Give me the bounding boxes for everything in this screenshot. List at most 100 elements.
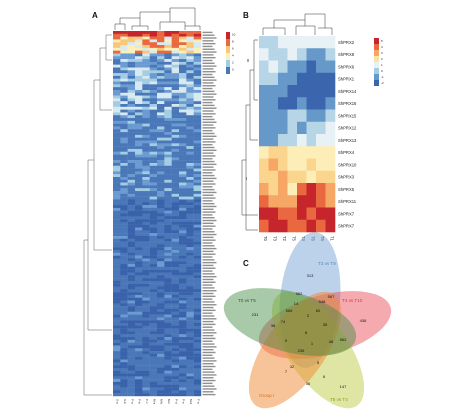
heatmap-a-cell: [120, 390, 128, 394]
heatmap-a-cell: [113, 182, 121, 186]
heatmap-a-cell: [142, 323, 150, 327]
heatmap-a-cell: [142, 196, 150, 200]
heatmap-a-gene-label-mark: [202, 360, 217, 362]
heatmap-a-gene-label-mark: [202, 121, 217, 123]
heatmap-a-cell: [171, 179, 180, 183]
heatmap-a-gene-label-mark: [202, 71, 216, 73]
heatmap-a-cell: [186, 75, 194, 79]
heatmap-a-gene-label-mark: [202, 275, 217, 278]
heatmap-a-cell: [171, 370, 180, 374]
heatmap-a-cell: [127, 47, 136, 51]
heatmap-a-cell: [113, 221, 121, 225]
heatmap-a-cell: [120, 289, 128, 293]
heatmap-a-cell: [142, 224, 150, 228]
heatmap-a-cell: [186, 387, 194, 391]
heatmap-a-cell: [171, 297, 180, 301]
heatmap-a-cell: [179, 36, 187, 40]
heatmap-b-cell: [306, 195, 317, 208]
heatmap-b-cell: [325, 36, 336, 49]
heatmap-a-cell: [135, 123, 143, 127]
heatmap-a-cell: [127, 250, 136, 254]
heatmap-a-cell: [142, 233, 150, 237]
heatmap-a-cell: [149, 376, 158, 380]
heatmap-a-cell: [149, 132, 158, 136]
heatmap-a-cell: [186, 317, 194, 321]
heatmap-a-cell: [179, 325, 187, 329]
heatmap-b-cell: [316, 195, 326, 208]
heatmap-a-cell: [164, 154, 172, 158]
heatmap-a-cell: [164, 297, 172, 301]
heatmap-a-cell: [113, 81, 121, 85]
heatmap-a-cell: [157, 230, 165, 234]
heatmap-b-gene-label: ShPRX7: [338, 224, 355, 229]
heatmap-a-sample-label: M-b: [160, 399, 164, 404]
heatmap-a-cell: [157, 36, 165, 40]
heatmap-b-sample-label: T5: [291, 236, 296, 242]
heatmap-a-cell: [193, 123, 202, 127]
heatmap-a-cell: [164, 33, 172, 37]
heatmap-a-cell: [120, 50, 128, 54]
heatmap-a-cell: [157, 235, 165, 239]
heatmap-a-cell: [149, 365, 158, 369]
heatmap-a-cell: [149, 339, 158, 343]
heatmap-a-cell: [113, 393, 121, 397]
heatmap-a-cell: [127, 258, 136, 262]
heatmap-a-cell: [179, 314, 187, 318]
heatmap-b-cell: [316, 121, 326, 135]
heatmap-a-cell: [135, 53, 143, 57]
heatmap-b-gene-label: ShPRX6: [338, 64, 355, 69]
heatmap-a-cell: [186, 294, 194, 298]
heatmap-a-cell: [127, 303, 136, 307]
heatmap-a-cell: [135, 272, 143, 276]
heatmap-a-cell: [113, 233, 121, 237]
heatmap-a-cell: [113, 311, 121, 315]
heatmap-b-gene-label: ShPRX14: [338, 89, 357, 94]
heatmap-a-cell: [171, 207, 180, 211]
heatmap-a-cell: [193, 283, 202, 287]
heatmap-a-cell: [120, 275, 128, 279]
heatmap-a-cell: [135, 379, 143, 383]
heatmap-a-cell: [171, 311, 180, 315]
heatmap-a-cell: [127, 146, 136, 150]
heatmap-a-cell: [142, 255, 150, 259]
heatmap-a-cell: [179, 278, 187, 282]
heatmap-a-cell: [157, 353, 165, 357]
heatmap-a-cell: [193, 106, 202, 110]
heatmap-a-cell: [179, 78, 187, 82]
heatmap-a-cell: [179, 115, 187, 119]
heatmap-a-cell: [193, 224, 202, 228]
heatmap-a-cell: [142, 353, 150, 357]
heatmap-a-cell: [135, 362, 143, 366]
heatmap-a-cell: [171, 308, 180, 312]
heatmap-a-cell: [120, 95, 128, 99]
heatmap-a-gene-label-mark: [202, 188, 215, 191]
heatmap-b-cell: [287, 146, 298, 159]
heatmap-a-cell: [142, 179, 150, 183]
heatmap-a-cell: [157, 337, 165, 341]
heatmap-a-cell: [171, 137, 180, 141]
heatmap-a-gene-label-mark: [202, 124, 214, 126]
heatmap-a-cell: [127, 154, 136, 158]
heatmap-a-cell: [113, 148, 121, 152]
heatmap-a-cell: [157, 188, 165, 192]
heatmap-b-cell: [306, 36, 317, 49]
heatmap-b-cell: [259, 60, 269, 74]
heatmap-a-cell: [149, 196, 158, 200]
heatmap-a-cell: [179, 162, 187, 166]
heatmap-a-cell: [164, 39, 172, 43]
heatmap-a-cell: [127, 266, 136, 270]
heatmap-a-cell: [171, 151, 180, 155]
heatmap-a-cell: [164, 151, 172, 155]
heatmap-a-cell: [157, 247, 165, 251]
heatmap-a-cell: [127, 367, 136, 371]
heatmap-a-cell: [127, 160, 136, 164]
heatmap-a-cell: [149, 50, 158, 54]
heatmap-a-cell: [135, 353, 143, 357]
heatmap-a-cell: [179, 233, 187, 237]
heatmap-a-cell: [193, 292, 202, 296]
heatmap-a-cell: [164, 308, 172, 312]
heatmap-a-cell: [149, 171, 158, 175]
heatmap-b-cell: [278, 36, 288, 49]
heatmap-a-cell: [142, 235, 150, 239]
heatmap-a-cell: [142, 109, 150, 113]
